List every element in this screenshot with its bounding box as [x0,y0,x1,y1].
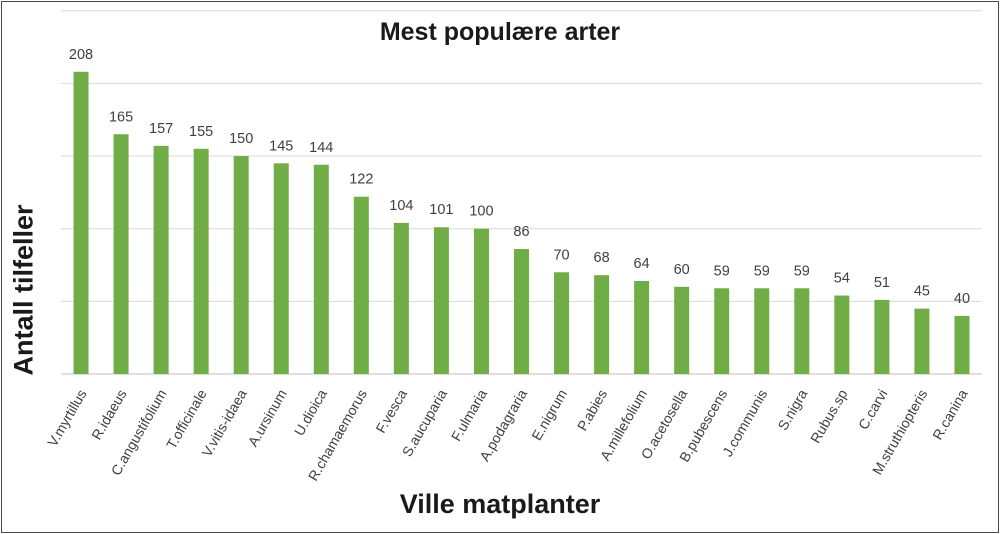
data-label: 150 [229,131,253,147]
data-label: 144 [309,140,333,156]
bar [834,295,850,374]
bar [433,227,449,374]
bar [794,288,810,374]
data-label: 86 [513,224,529,240]
bar [914,308,930,374]
data-label: 51 [874,275,890,291]
bar [273,163,289,374]
data-label: 145 [269,138,293,154]
x-tick-label: U.dioica [291,386,330,438]
bar [473,228,489,374]
x-axis-label: Ville matplanter [399,489,601,519]
data-label: 165 [109,109,133,125]
bar [514,249,529,374]
x-tick-label: S.nigra [774,386,810,433]
bar [554,272,570,374]
bar [233,156,249,374]
data-label: 68 [594,250,610,266]
data-label: 59 [714,263,730,279]
x-tick-label: E.nigrum [528,387,570,444]
x-tick-label: T.officinale [163,386,210,451]
x-tick-label: F.ulmaria [448,386,490,443]
data-label: 64 [634,256,650,272]
x-tick-label: Rubus.sp [807,386,851,445]
bar [73,71,89,374]
x-tick-label: R.idaeus [88,387,129,443]
bar [674,286,690,374]
bar [634,281,650,374]
x-tick-label: V.myrtillus [44,387,89,450]
bar [594,275,610,374]
x-tick-label: P.abies [574,387,610,434]
data-label: 45 [914,284,930,300]
data-label: 155 [189,124,213,140]
data-label: 157 [149,121,173,137]
data-label: 104 [389,198,413,214]
bar [393,222,409,374]
bar [754,288,770,374]
bar [954,315,970,374]
data-label: 54 [834,271,850,287]
chart-title: Mest populære arter [379,18,621,46]
data-label: 70 [553,247,569,263]
x-tick-label: F.vesca [372,386,410,435]
data-label: 208 [69,47,93,63]
data-label: 59 [794,263,810,279]
bar [874,299,890,374]
data-label: 60 [674,262,690,278]
bar [714,288,730,374]
bar [353,196,369,374]
data-label: 101 [429,202,453,218]
x-tick-label: R.canina [929,386,971,442]
bar [113,134,129,374]
data-label: 59 [754,263,770,279]
bar [153,145,169,374]
x-tick-label: C.carvi [855,387,891,433]
data-label: 100 [469,204,493,220]
bar [313,164,329,374]
x-tick-label: A.ursinum [244,387,289,450]
bar [193,148,209,374]
data-label: 122 [349,172,373,188]
data-label: 40 [954,291,970,307]
